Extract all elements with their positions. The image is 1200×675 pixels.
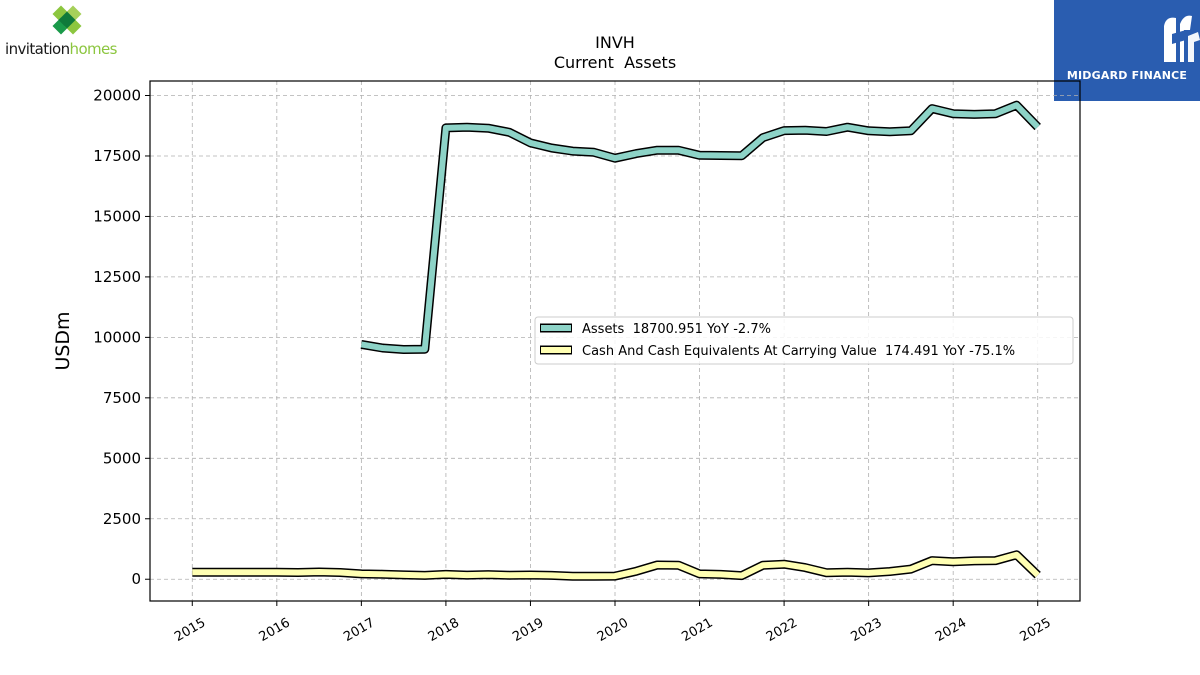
legend: Assets 18700.951 YoY -2.7% Cash And Cash…: [534, 316, 1074, 365]
y-tick-label: 5000: [103, 449, 141, 467]
y-tick-label: 20000: [93, 87, 141, 105]
midgard-emblem-icon: [1164, 15, 1200, 62]
y-tick-label: 15000: [93, 207, 141, 225]
y-tick-label: 2500: [103, 510, 141, 528]
x-tick-label: 2023: [848, 615, 884, 645]
x-tick-label: 2017: [341, 615, 377, 645]
logo-wordmark: invitationhomes: [5, 40, 117, 58]
chart-title: INVH: [595, 33, 635, 52]
y-tick-label: 7500: [103, 389, 141, 407]
y-tick-label: 0: [131, 570, 141, 588]
x-tick-label: 2020: [595, 615, 631, 645]
y-axis-label: USDm: [52, 311, 74, 370]
invitation-homes-logo: invitationhomes: [0, 0, 140, 70]
x-tick-label: 2018: [426, 615, 462, 645]
legend-label-cash: Cash And Cash Equivalents At Carrying Va…: [582, 344, 1015, 359]
chart-subtitle: Current Assets: [554, 53, 676, 72]
x-tick-label: 2025: [1018, 615, 1054, 645]
midgard-finance-logo: MIDGARD FINANCE: [1054, 0, 1200, 101]
x-tick-label: 2016: [257, 615, 293, 645]
y-axis-ticks: 0 2500 5000 7500 10000 12500 15000 17500 20000: [93, 87, 150, 588]
y-tick-label: 17500: [93, 147, 141, 165]
y-tick-label: 12500: [93, 268, 141, 286]
clover-logo-icon: [52, 5, 82, 35]
x-tick-label: 2022: [764, 615, 800, 645]
series-lines: [192, 100, 1041, 581]
midgard-finance-label: MIDGARD FINANCE: [1066, 69, 1188, 82]
series-line-1: [192, 551, 1040, 580]
legend-label-assets: Assets 18700.951 YoY -2.7%: [582, 322, 771, 337]
legend-box: [534, 316, 1074, 365]
y-tick-label: 10000: [93, 328, 141, 346]
x-tick-label: 2015: [172, 615, 208, 645]
x-axis-ticks: 2015 2016 2017 2018 2019 2020 2021 2022 2023 2024…: [172, 601, 1054, 645]
x-tick-label: 2024: [933, 615, 969, 645]
x-tick-label: 2019: [510, 615, 546, 645]
series-line-0: [360, 102, 1040, 353]
x-tick-label: 2021: [679, 615, 715, 645]
